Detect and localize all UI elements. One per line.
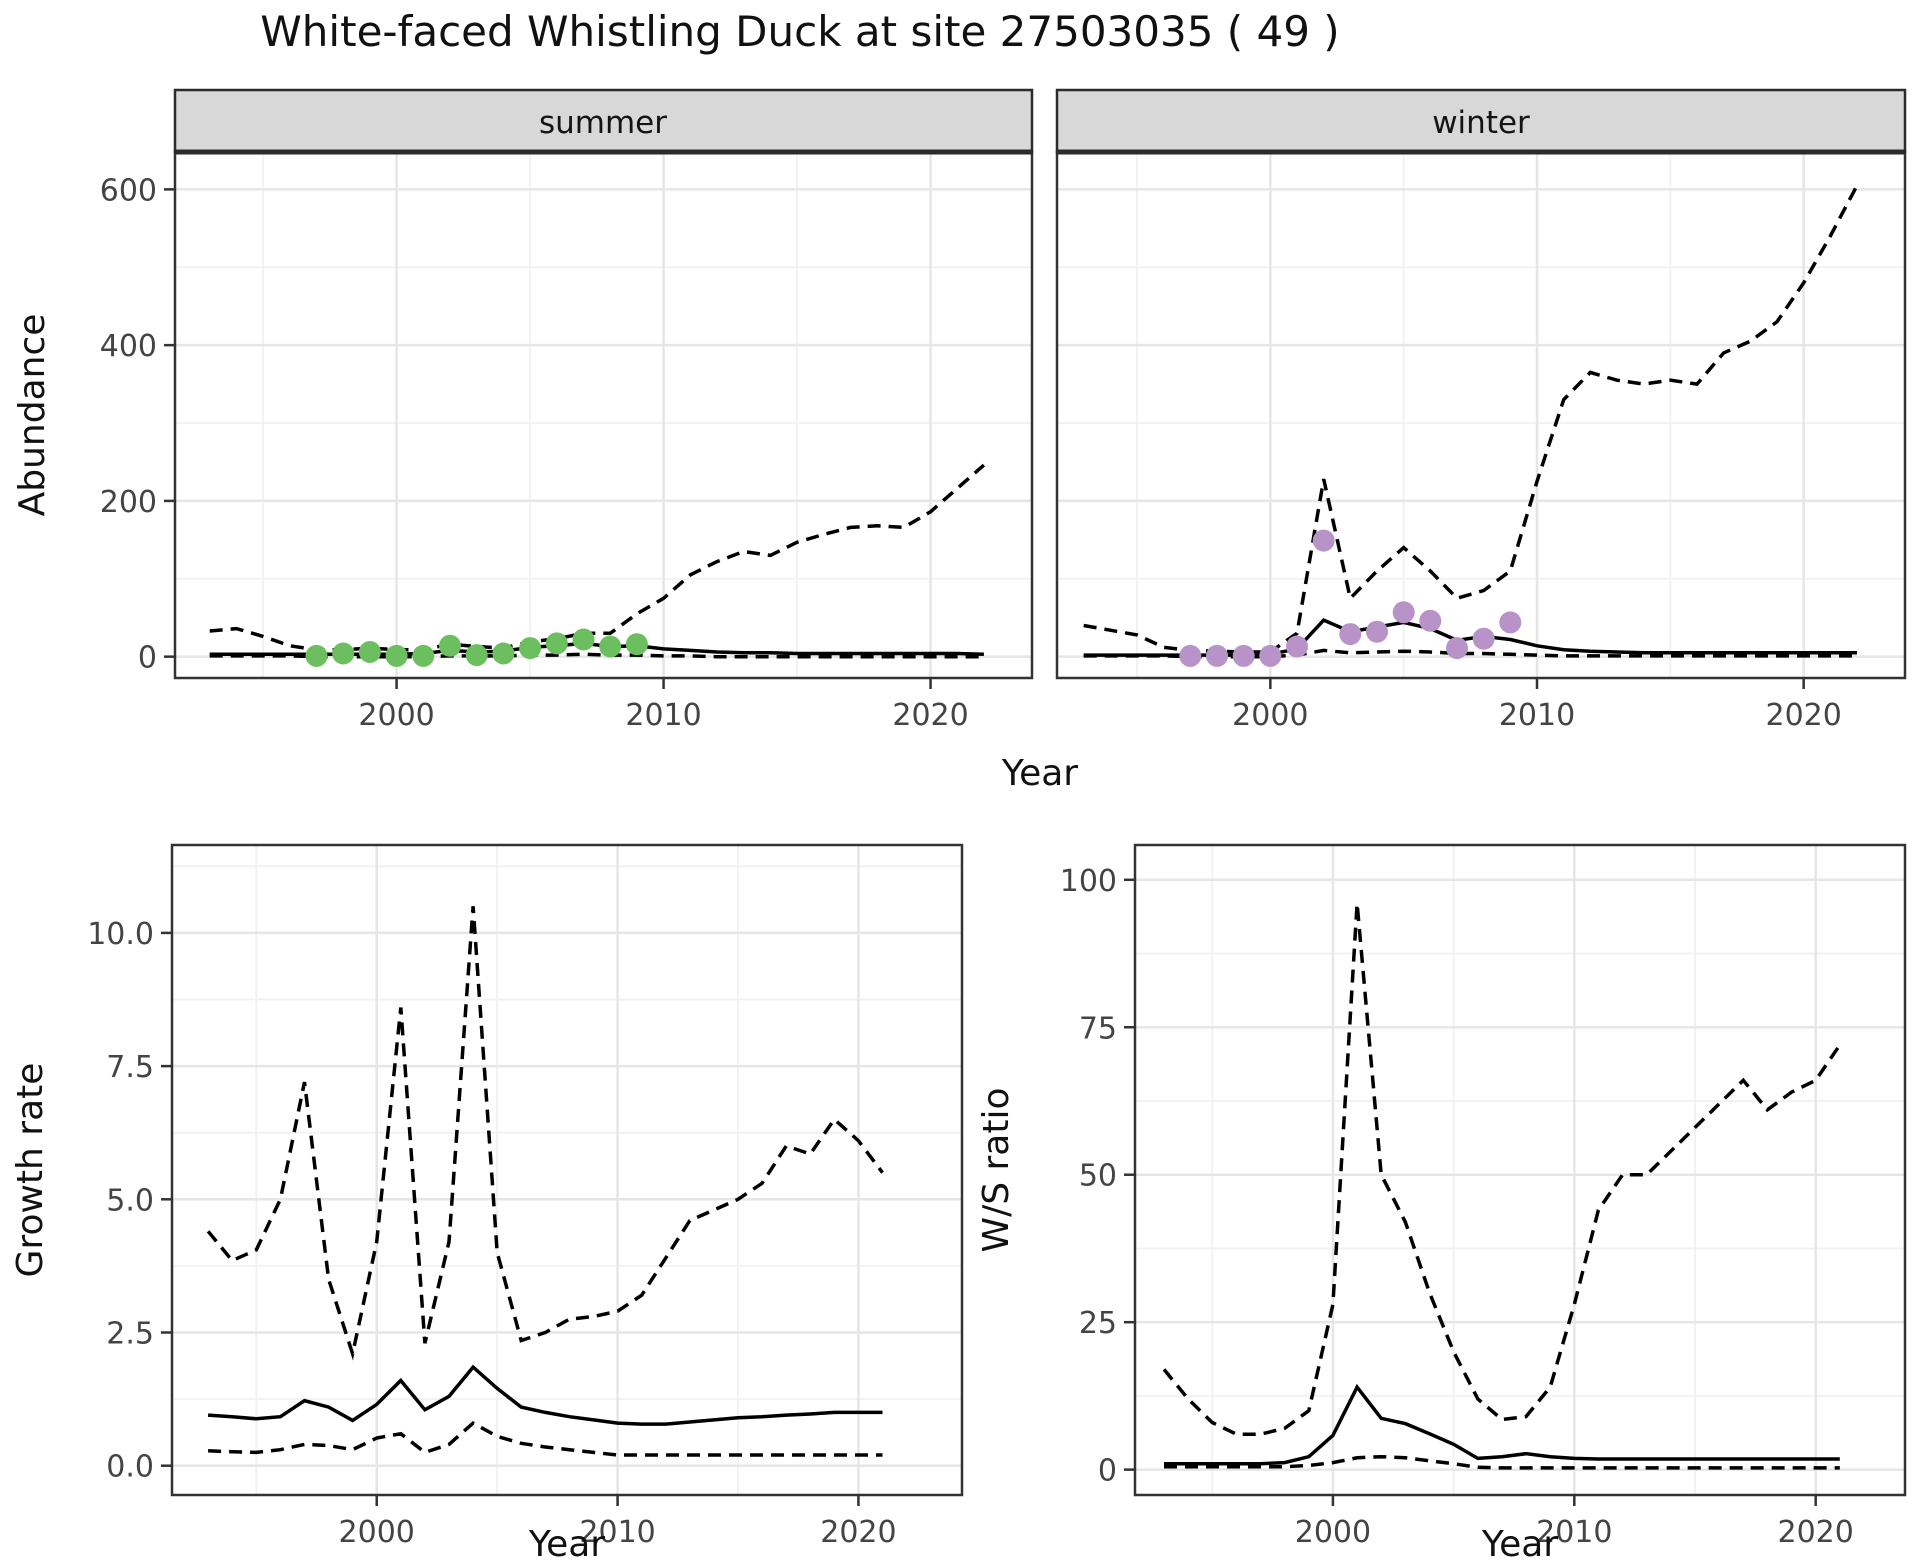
y-axis-tick-label: 200 — [100, 485, 157, 520]
data-point-winter — [1232, 644, 1255, 667]
data-point-summer — [545, 632, 568, 655]
x-axis-title-year-top: Year — [1001, 753, 1078, 794]
x-axis-title-year-bottom-left: Year — [528, 1524, 605, 1560]
x-axis-tick-label: 2020 — [820, 1515, 896, 1550]
y-axis-title-ws-ratio: W/S ratio — [976, 1087, 1017, 1252]
facet-strip-label-winter: winter — [1432, 105, 1530, 141]
chart-title: White-faced Whistling Duck at site 27503… — [260, 7, 1339, 56]
data-point-summer — [492, 642, 515, 665]
x-axis-tick-label: 2000 — [1295, 1515, 1371, 1550]
data-point-winter — [1499, 611, 1522, 634]
data-point-winter — [1446, 637, 1468, 660]
data-point-winter — [1259, 644, 1282, 667]
panel-background — [1057, 152, 1905, 678]
x-axis-tick-label: 2000 — [358, 698, 434, 733]
y-axis-tick-label: 25 — [1079, 1306, 1117, 1341]
data-point-summer — [412, 644, 435, 667]
data-point-summer — [599, 635, 622, 658]
x-axis-tick-label: 2000 — [1232, 698, 1308, 733]
data-point-summer — [519, 637, 542, 660]
y-axis-tick-label: 0 — [138, 641, 157, 676]
y-axis-tick-label: 75 — [1079, 1011, 1117, 1046]
data-point-winter — [1419, 609, 1442, 632]
y-axis-tick-label: 100 — [1060, 864, 1117, 899]
y-axis-tick-label: 0.0 — [106, 1450, 154, 1485]
data-point-winter — [1286, 635, 1308, 658]
y-axis-tick-label: 0 — [1098, 1454, 1117, 1489]
series-lower-ci-ws — [1164, 1454, 1840, 1470]
data-point-winter — [1366, 620, 1388, 643]
data-point-summer — [465, 644, 488, 667]
x-axis-tick-label: 2010 — [1536, 1515, 1612, 1550]
data-point-winter — [1392, 601, 1415, 624]
x-axis-tick-label: 2010 — [1499, 698, 1575, 733]
y-axis-title-growth-rate: Growth rate — [10, 1063, 51, 1278]
panels-layer: 2000 2010 2020 0 200 400 600 2000 2010 2020 2000 20… — [87, 88, 1907, 1550]
y-axis-tick-label: 50 — [1079, 1159, 1117, 1194]
data-point-summer — [439, 634, 461, 657]
y-axis-tick-label: 10.0 — [87, 917, 154, 952]
y-axis-tick-label: 400 — [100, 329, 157, 364]
x-axis-tick-label: 2020 — [1765, 698, 1841, 733]
x-axis-tick-label: 2020 — [1778, 1515, 1854, 1550]
data-point-summer — [385, 644, 408, 667]
data-point-winter — [1472, 627, 1495, 650]
y-axis-tick-label: 600 — [100, 173, 157, 208]
y-axis-tick-label: 5.0 — [106, 1183, 154, 1218]
data-point-summer — [305, 644, 328, 667]
facet-strip-label-summer: summer — [539, 105, 667, 141]
x-axis-tick-label: 2020 — [892, 698, 968, 733]
data-point-winter — [1179, 644, 1202, 667]
data-point-summer — [332, 642, 355, 665]
panel-border — [1133, 843, 1907, 1497]
x-axis-tick-label: 2010 — [579, 1515, 655, 1550]
data-point-winter — [1312, 529, 1335, 552]
panel-background — [1135, 845, 1905, 1495]
series-upper-ci-ws — [1162, 903, 1842, 1436]
x-axis-title-year-bottom-right: Year — [1481, 1524, 1558, 1560]
panel-background — [172, 845, 962, 1495]
data-point-summer — [572, 628, 595, 651]
facet-strip — [173, 88, 1034, 154]
labels-layer: White-faced Whistling Duck at site 27503… — [10, 7, 1558, 1564]
y-axis-tick-label: 2.5 — [106, 1317, 154, 1352]
series-median-ws — [1164, 1383, 1840, 1466]
series-median-growth — [207, 1364, 883, 1426]
series-lower-ci-growth — [208, 1420, 883, 1457]
x-axis-tick-label: 2000 — [339, 1515, 415, 1550]
data-point-summer — [625, 633, 648, 656]
y-axis-title-abundance: Abundance — [12, 314, 53, 517]
data-point-summer — [358, 641, 381, 663]
facet-strip — [1055, 88, 1907, 154]
x-axis-tick-label: 2010 — [625, 698, 701, 733]
y-axis-tick-label: 7.5 — [106, 1050, 154, 1085]
panel-border — [170, 843, 964, 1497]
data-point-winter — [1339, 623, 1362, 646]
panel-background — [175, 152, 1032, 678]
series-upper-ci-growth — [206, 906, 884, 1361]
data-point-winter — [1206, 644, 1228, 667]
